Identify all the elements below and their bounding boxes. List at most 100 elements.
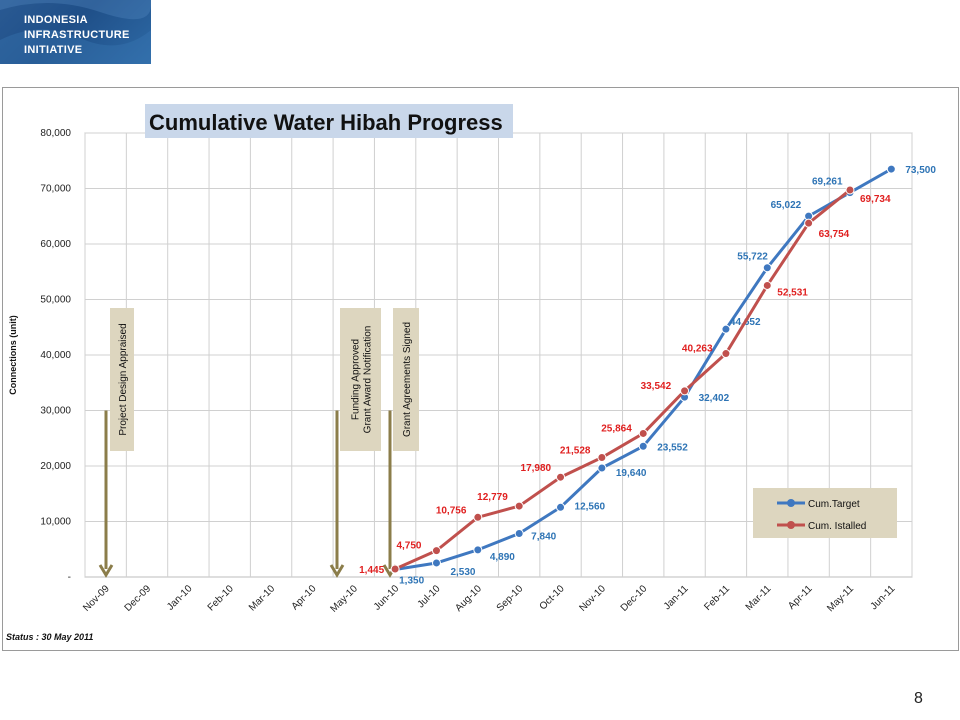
data-point-installed — [680, 386, 690, 396]
data-label-installed: 69,734 — [860, 194, 891, 205]
data-label-target: 73,500 — [905, 165, 936, 176]
series-line-installed — [394, 188, 851, 571]
y-tick-label: 20,000 — [40, 461, 71, 472]
data-point-installed — [721, 349, 731, 359]
chart-title: Cumulative Water Hibah Progress — [149, 110, 503, 135]
data-label-installed: 17,980 — [521, 463, 552, 474]
x-tick-label: Dec-09 — [123, 583, 154, 614]
data-point-target — [762, 263, 772, 273]
data-point-target — [431, 558, 441, 568]
x-tick-label: Jan-10 — [165, 583, 195, 613]
company-logo: INDONESIA INFRASTRUCTURE INITIATIVE — [0, 0, 151, 64]
data-label-target: 32,402 — [699, 393, 730, 404]
x-tick-label: Oct-10 — [538, 583, 567, 612]
data-label-target: 1,350 — [399, 576, 424, 587]
x-tick-label: Jun-11 — [869, 583, 898, 612]
annotation-label: Project Design Appraised — [118, 323, 129, 435]
data-label-installed: 4,750 — [396, 541, 421, 552]
data-point-installed — [514, 501, 524, 511]
data-label-installed: 52,531 — [777, 287, 808, 298]
data-point-installed — [762, 280, 772, 290]
data-point-installed — [556, 472, 566, 482]
data-label-installed: 40,263 — [682, 344, 713, 355]
y-tick-label: 40,000 — [40, 350, 71, 361]
data-label-target: 7,840 — [531, 531, 556, 542]
data-label-installed: 12,779 — [477, 492, 508, 503]
y-tick-label: 60,000 — [40, 239, 71, 250]
data-label-target: 55,722 — [737, 252, 768, 263]
legend-swatch-marker — [787, 499, 795, 507]
legend-label: Cum.Target — [808, 499, 860, 510]
legend-swatch-marker — [787, 521, 795, 529]
y-tick-label: 70,000 — [40, 184, 71, 195]
data-label-target: 4,890 — [490, 552, 515, 563]
data-point-target — [886, 164, 896, 174]
y-tick-label: 80,000 — [40, 128, 71, 139]
y-tick-label: 50,000 — [40, 295, 71, 306]
x-tick-label: Apr-10 — [290, 583, 319, 612]
annotation-box — [340, 308, 381, 451]
data-label-installed: 10,756 — [436, 505, 467, 516]
x-tick-label: Apr-11 — [786, 583, 815, 612]
y-tick-label: 10,000 — [40, 517, 71, 528]
status-text: Status : 30 May 2011 — [6, 632, 94, 642]
x-tick-label: Nov-09 — [81, 583, 112, 614]
annotation-label: Grant Award Notification — [363, 326, 374, 434]
x-tick-label: May-10 — [329, 583, 361, 615]
data-label-installed: 21,528 — [560, 446, 591, 457]
data-label-target: 2,530 — [450, 567, 475, 578]
data-label-installed: 25,864 — [601, 423, 632, 434]
x-tick-label: Feb-10 — [206, 583, 236, 613]
data-point-target — [514, 528, 524, 538]
data-label-installed: 33,542 — [641, 381, 672, 392]
data-label-target: 19,640 — [616, 468, 647, 479]
x-tick-label: Mar-10 — [247, 583, 277, 613]
data-point-target — [597, 463, 607, 473]
chart-title-box — [145, 104, 513, 138]
y-axis-label: Connections (unit) — [8, 315, 18, 395]
data-point-installed — [597, 453, 607, 463]
data-label-target: 65,022 — [771, 200, 802, 211]
data-point-installed — [804, 218, 814, 228]
data-label-target: 12,560 — [575, 501, 606, 512]
annotation-box — [110, 308, 134, 451]
x-tick-label: Dec-10 — [619, 583, 650, 614]
data-point-target — [638, 441, 648, 451]
data-point-target — [473, 545, 483, 555]
annotation-label: Funding Approved — [351, 339, 362, 420]
data-point-target — [721, 324, 731, 334]
data-label-installed: 63,754 — [819, 229, 850, 240]
data-point-installed — [638, 428, 648, 438]
x-tick-label: Feb-11 — [702, 583, 732, 613]
data-point-installed — [473, 512, 483, 522]
logo-line-1: INDONESIA — [24, 14, 88, 26]
x-tick-label: Sep-10 — [495, 583, 526, 614]
data-label-installed: 1,445 — [359, 565, 384, 576]
x-tick-label: Nov-10 — [577, 583, 608, 614]
x-tick-label: Jun-10 — [372, 583, 402, 613]
x-tick-label: Jul-10 — [416, 583, 443, 610]
logo-line-2: INFRASTRUCTURE — [24, 29, 130, 41]
annotation-box — [393, 308, 419, 451]
data-point-installed — [390, 564, 400, 574]
y-tick-label: 30,000 — [40, 406, 71, 417]
x-tick-label: Aug-10 — [453, 583, 484, 614]
y-tick-label: - — [68, 572, 71, 583]
data-point-target — [556, 502, 566, 512]
legend-box — [753, 488, 897, 538]
x-tick-label: May-11 — [825, 583, 856, 614]
data-point-installed — [431, 546, 441, 556]
logo-wave-graphic — [0, 0, 151, 64]
page-number: 8 — [914, 690, 923, 707]
data-label-target: 69,261 — [812, 177, 843, 188]
data-point-installed — [845, 185, 855, 195]
logo-line-3: INITIATIVE — [24, 44, 83, 56]
annotation-arrow-head — [329, 564, 345, 578]
legend-label: Cum. Istalled — [808, 521, 866, 532]
x-tick-label: Jan-11 — [662, 583, 691, 612]
data-label-target: 23,552 — [657, 442, 688, 453]
annotation-arrow-head — [98, 564, 114, 578]
x-tick-label: Mar-11 — [744, 583, 774, 613]
annotation-label: Grant Agreements Signed — [402, 322, 413, 437]
